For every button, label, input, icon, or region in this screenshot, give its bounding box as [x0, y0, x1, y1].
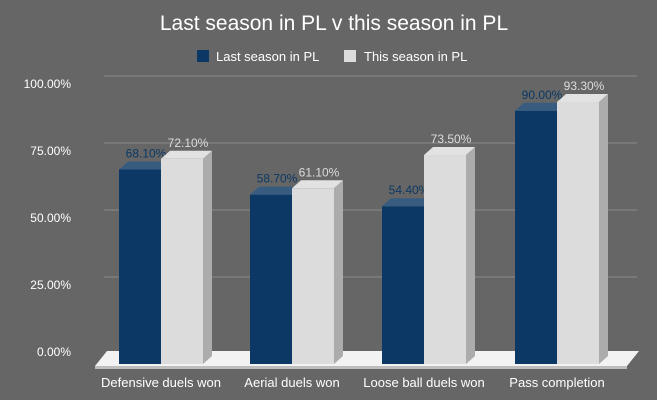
bar — [515, 110, 557, 364]
bar-group: 61.10% — [292, 165, 343, 364]
data-label: 93.30% — [564, 79, 605, 93]
bar — [292, 188, 334, 364]
legend-swatch-2 — [344, 50, 356, 62]
x-tick-label: Defensive duels won — [101, 375, 221, 390]
data-label: 68.10% — [126, 146, 167, 160]
data-label: 54.40% — [389, 183, 430, 197]
y-axis: 0.00% 25.00% 50.00% 75.00% 100.00% — [24, 77, 72, 359]
bar-side — [203, 150, 212, 364]
bar-top — [382, 198, 433, 207]
data-label: 73.50% — [431, 132, 472, 146]
bar-group: 72.10% — [161, 136, 212, 364]
floor-top — [95, 351, 639, 366]
chart-title: Last season in PL v this season in PL — [160, 12, 508, 35]
legend-label-1: Last season in PL — [216, 49, 319, 64]
floor-front — [95, 366, 627, 369]
legend-swatch-1 — [197, 50, 209, 62]
bar — [382, 206, 424, 364]
legend: Last season in PL This season in PL — [197, 49, 467, 64]
bar — [424, 155, 466, 364]
bar — [161, 158, 203, 364]
y-tick-label: 100.00% — [24, 77, 72, 91]
bar-top — [119, 161, 170, 170]
bar-top — [161, 150, 212, 159]
bars: 68.10%72.10% 58.70% 61.10% 54.40% 73.50% 90.0… — [119, 79, 608, 365]
bar-top — [557, 93, 608, 102]
legend-label-2: This season in PL — [364, 49, 467, 64]
bar — [119, 169, 161, 364]
chart-floor — [95, 351, 639, 369]
bar — [250, 194, 292, 364]
bar-top — [292, 180, 343, 189]
x-tick-label: Pass completion — [509, 375, 604, 390]
y-tick-label: 25.00% — [30, 278, 71, 292]
bar — [557, 101, 599, 365]
bar-side — [599, 93, 608, 365]
x-tick-label: Loose ball duels won — [363, 375, 484, 390]
y-tick-label: 0.00% — [37, 345, 71, 359]
data-label: 72.10% — [168, 136, 209, 150]
bar-group: 73.50% — [424, 132, 475, 364]
y-tick-label: 75.00% — [30, 144, 71, 158]
x-tick-label: Aerial duels won — [244, 375, 339, 390]
bar-side — [334, 180, 343, 364]
data-label: 58.70% — [257, 172, 298, 186]
bar-top — [424, 147, 475, 156]
y-tick-label: 50.00% — [30, 211, 71, 225]
bar-group: 93.30% — [557, 79, 608, 365]
x-axis: Defensive duels won Aerial duels won Loose… — [101, 375, 605, 390]
bar-side — [466, 147, 475, 364]
bar-top — [250, 186, 301, 195]
bar-top — [515, 102, 566, 111]
data-label: 90.00% — [522, 88, 563, 102]
data-label: 61.10% — [299, 165, 340, 179]
